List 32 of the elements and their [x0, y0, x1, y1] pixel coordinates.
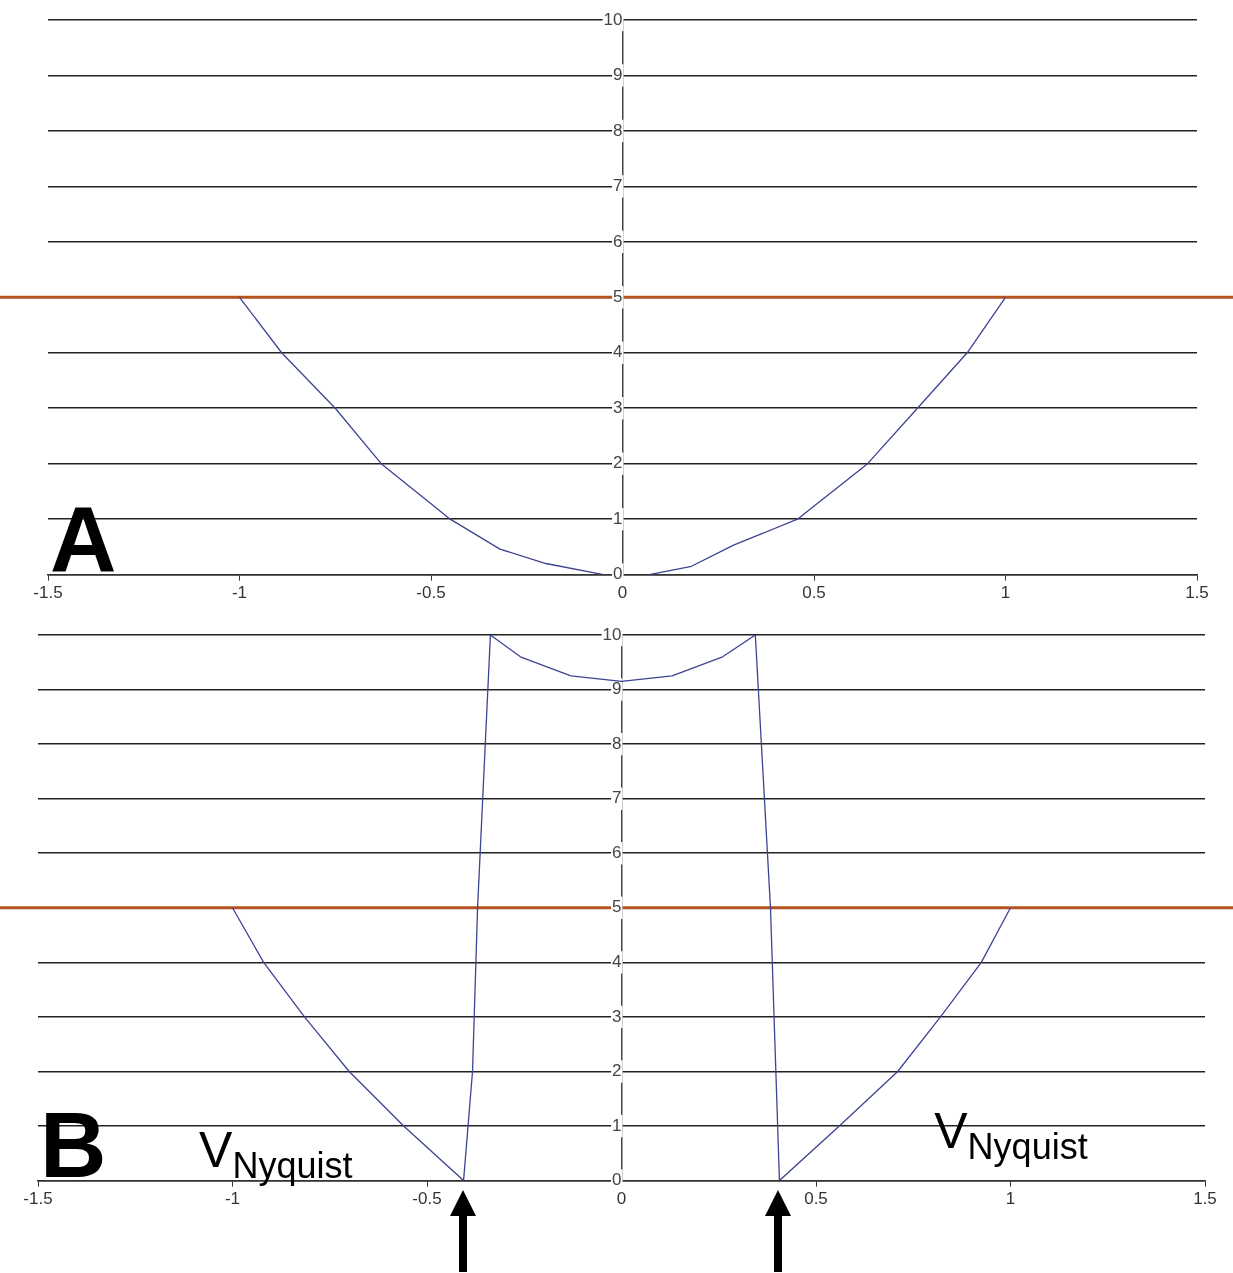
y-tick-label: 8: [612, 733, 622, 753]
y-tick-label: 4: [612, 952, 622, 972]
y-tick-label: 4: [613, 342, 623, 362]
y-tick-label: 3: [613, 397, 623, 417]
x-tick-label: -0.5: [412, 1189, 442, 1209]
y-tick-label: 6: [613, 231, 623, 251]
y-tick-label: 2: [612, 1061, 622, 1081]
x-tick-label: 0.5: [802, 583, 826, 603]
y-tick-label: 9: [612, 679, 622, 699]
y-tick-label: 1: [613, 508, 623, 528]
x-tick-label: 1.5: [1185, 583, 1209, 603]
y-tick-label: 8: [613, 120, 623, 140]
x-tick-label: -1: [224, 1189, 241, 1209]
y-tick-label: 0: [612, 1170, 622, 1190]
y-tick-label: 5: [612, 897, 622, 917]
x-tick-label: 1: [1000, 583, 1011, 603]
x-tick-label: -0.5: [416, 583, 446, 603]
y-tick-label: 5: [613, 286, 623, 306]
y-tick-label: 7: [612, 788, 622, 808]
x-tick-label: 1.5: [1193, 1189, 1217, 1209]
x-tick-label: -1: [231, 583, 248, 603]
y-tick-label: 9: [613, 65, 623, 85]
y-tick-label: 10: [603, 9, 623, 29]
y-tick-label: 3: [612, 1006, 622, 1026]
x-tick-label: 1: [1005, 1189, 1016, 1209]
x-tick-label: 0.5: [804, 1189, 828, 1209]
y-tick-label: 7: [613, 176, 623, 196]
y-tick-label: 0: [613, 564, 623, 584]
y-tick-label: 2: [613, 453, 623, 473]
y-tick-label: 10: [602, 624, 622, 644]
y-tick-label: 6: [612, 842, 622, 862]
y-tick-label: 1: [612, 1115, 622, 1135]
